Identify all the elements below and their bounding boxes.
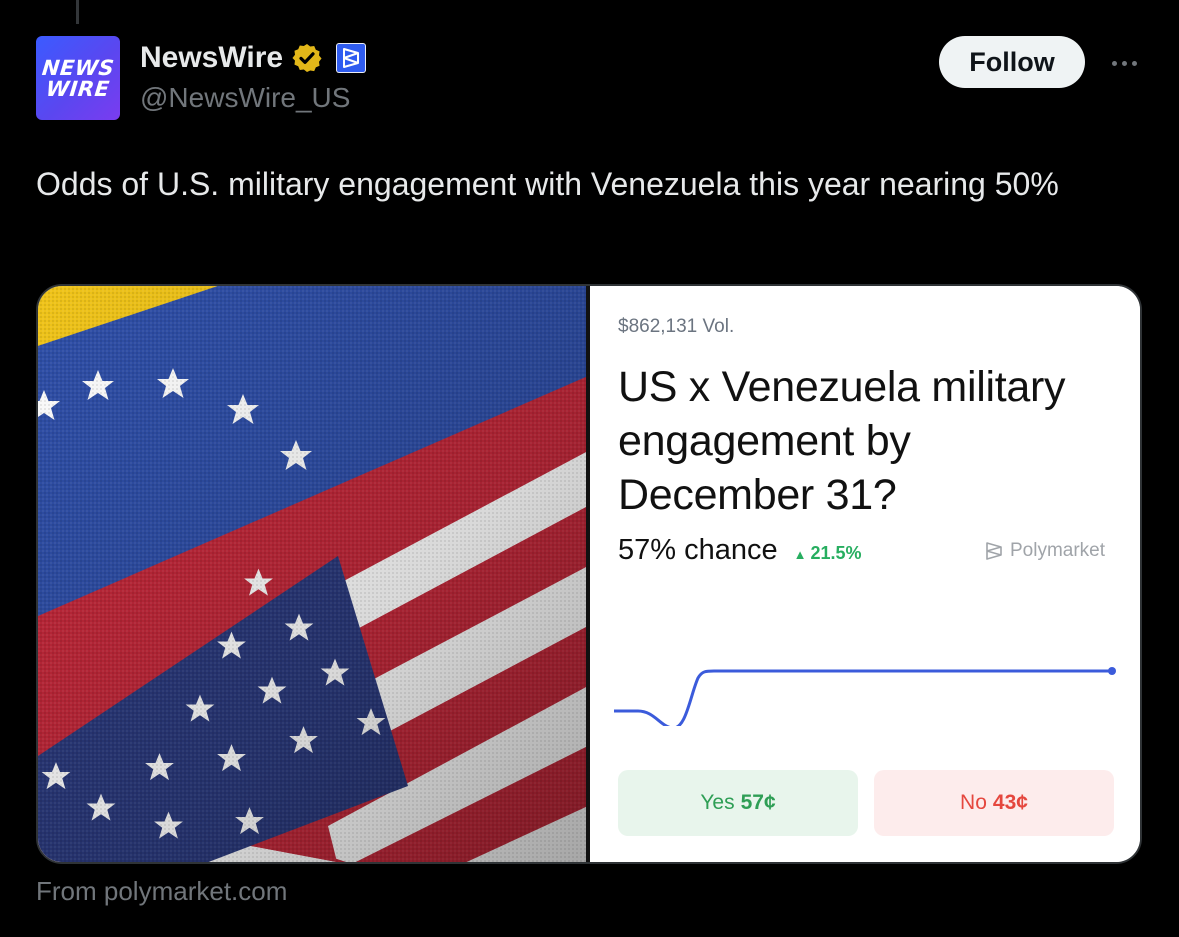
market-volume: $862,131 Vol. (618, 316, 735, 337)
link-card[interactable]: $862,131 Vol. US x Venezuela military en… (36, 284, 1142, 864)
verified-badge-icon[interactable] (291, 42, 323, 74)
yes-label: Yes (700, 791, 735, 814)
market-chance: 57% chance (618, 534, 778, 566)
author-name-row: NewsWire (140, 38, 367, 78)
flags-image (38, 286, 588, 862)
thread-connector-line (76, 0, 79, 24)
post-text: Odds of U.S. military engagement with Ve… (36, 166, 1059, 202)
avatar-line-2: WIRE (45, 77, 112, 101)
author-handle[interactable]: @NewsWire_US (140, 82, 351, 113)
market-panel: $862,131 Vol. US x Venezuela military en… (590, 286, 1140, 862)
polymarket-affiliate-icon[interactable] (335, 42, 367, 74)
yes-button[interactable]: Yes 57¢ (618, 770, 858, 836)
yes-price: 57¢ (740, 791, 776, 814)
card-source[interactable]: From polymarket.com (36, 876, 288, 906)
probability-chart (614, 667, 1116, 726)
card-divider (586, 286, 590, 862)
probability-line (614, 669, 1114, 726)
polymarket-logo-icon (986, 542, 1002, 560)
polymarket-brand: Polymarket (984, 540, 1105, 562)
chance-delta: ▲ 21.5% (794, 543, 862, 564)
chance-row: 57% chance ▲ 21.5% (618, 534, 862, 567)
author-display-name[interactable]: NewsWire (140, 41, 284, 74)
no-label: No (960, 791, 987, 814)
chance-delta-value: 21.5% (810, 543, 862, 563)
market-title: US x Venezuela military engagement by De… (618, 363, 1066, 519)
up-triangle-icon: ▲ (793, 547, 807, 562)
avatar[interactable]: NEWS WIRE (36, 36, 120, 120)
no-button[interactable]: No 43¢ (874, 770, 1114, 836)
avatar-line-1: NEWS (40, 56, 116, 80)
no-price: 43¢ (992, 791, 1028, 814)
more-options-icon[interactable] (1104, 48, 1144, 78)
probability-endpoint (1108, 667, 1116, 675)
polymarket-brand-label: Polymarket (1010, 540, 1106, 561)
follow-button[interactable]: Follow (939, 36, 1085, 88)
